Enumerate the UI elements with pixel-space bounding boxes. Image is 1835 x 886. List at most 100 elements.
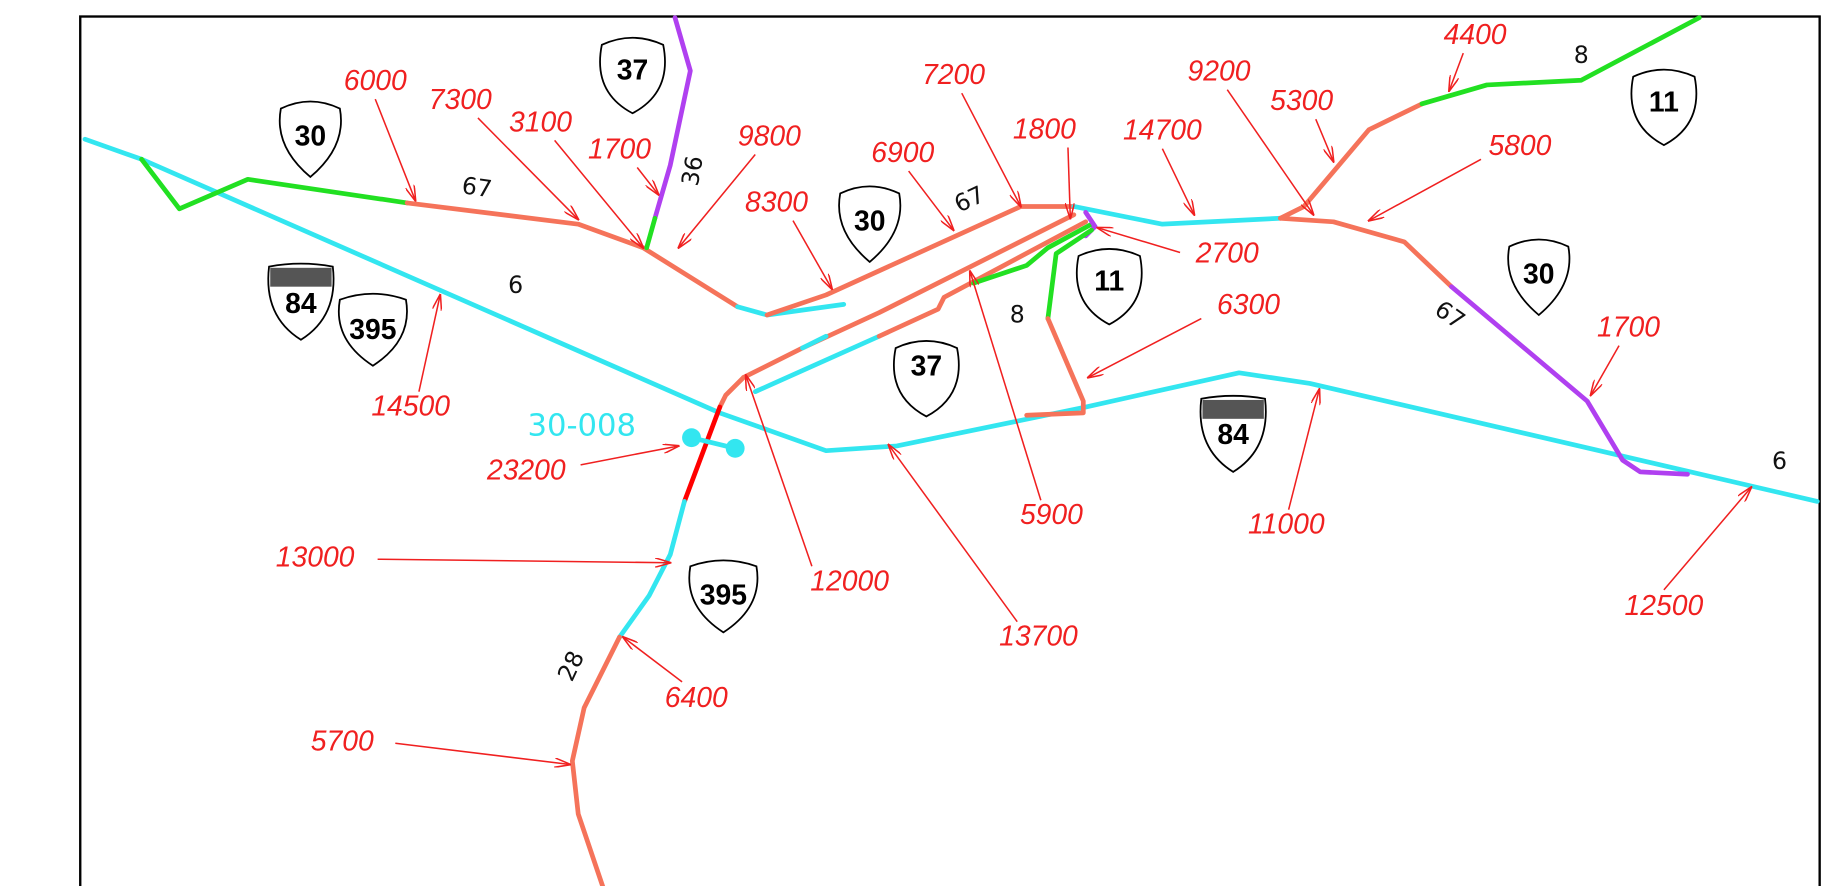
road	[1071, 204, 1283, 227]
state-shield	[1075, 248, 1143, 326]
shield-number: 37	[617, 53, 648, 85]
road	[617, 499, 687, 640]
arrow	[970, 271, 1042, 501]
arrow	[1068, 147, 1070, 218]
station-label: 30-008	[527, 409, 636, 444]
arrow	[580, 446, 679, 466]
volume: 13700	[999, 620, 1078, 652]
volume: 6300	[1217, 288, 1280, 320]
road	[644, 215, 658, 251]
volume: 11000	[1248, 508, 1325, 540]
volume: 12500	[1625, 589, 1704, 621]
road	[1024, 316, 1086, 418]
volume: 3100	[509, 105, 572, 137]
arrow	[1449, 52, 1464, 91]
route-label: 67	[460, 171, 494, 203]
station-dot	[725, 438, 745, 458]
road	[971, 221, 1094, 286]
volume: 1700	[1597, 311, 1660, 343]
volume: 5300	[1270, 84, 1333, 116]
arrow	[1226, 89, 1313, 215]
arrow	[1369, 158, 1482, 220]
road	[717, 375, 746, 410]
arrow	[792, 220, 832, 289]
arrow	[961, 92, 1021, 206]
arrow	[1663, 487, 1751, 591]
station-dot	[682, 428, 701, 448]
state-shield	[892, 340, 960, 418]
map-frame	[79, 15, 1821, 886]
arrow	[374, 98, 415, 200]
volume: 4400	[1444, 18, 1507, 50]
volume: 14500	[371, 390, 450, 422]
shield-number: 30	[1523, 258, 1554, 290]
arrow	[1287, 389, 1320, 510]
interstate-band	[1202, 399, 1264, 419]
shield-number: 395	[700, 578, 747, 610]
shield-number: 37	[911, 350, 942, 382]
road	[741, 212, 1077, 380]
arrow	[554, 139, 644, 247]
volume: 2700	[1195, 236, 1259, 268]
road	[876, 219, 1089, 339]
roads	[82, 15, 1820, 886]
arrow	[1315, 118, 1334, 161]
route-label: 28	[552, 646, 590, 685]
state-shield	[1630, 68, 1698, 147]
shield-number: 30	[295, 120, 326, 152]
road	[404, 200, 740, 310]
road	[1278, 101, 1425, 221]
volume: 5900	[1020, 498, 1083, 530]
state-shield	[599, 36, 666, 115]
arrow	[1097, 228, 1181, 254]
route-label: 8	[1574, 41, 1589, 69]
volume: 1700	[588, 132, 651, 164]
volume: 14700	[1123, 114, 1202, 146]
road	[652, 15, 693, 221]
route-label: 67	[950, 180, 989, 218]
arrow	[746, 375, 813, 567]
road	[800, 333, 829, 351]
arrow	[636, 167, 658, 195]
road	[569, 634, 622, 886]
route-label: 67	[1430, 295, 1471, 335]
arrow	[395, 742, 570, 764]
shield-number: 11	[1094, 265, 1124, 297]
volume: 5700	[311, 725, 374, 757]
arrow	[908, 170, 954, 230]
station-marker	[682, 428, 745, 458]
arrow	[679, 154, 756, 248]
arrow	[418, 295, 440, 392]
road	[752, 333, 882, 395]
volume: 6000	[344, 64, 407, 96]
route-label: 36	[676, 154, 709, 188]
shield-number: 30	[854, 204, 885, 236]
arrow	[1161, 148, 1194, 215]
volume: 6900	[871, 136, 934, 168]
volume: 1800	[1013, 112, 1076, 144]
shield-number: 84	[1217, 418, 1249, 450]
road	[764, 204, 1077, 318]
road	[1419, 15, 1702, 107]
volume: 7200	[922, 58, 985, 90]
volume: 8300	[745, 186, 808, 218]
arrow	[377, 559, 671, 563]
volume: 13000	[276, 541, 355, 573]
road	[139, 156, 410, 212]
road	[682, 404, 723, 504]
arrow	[623, 637, 683, 683]
road	[1449, 284, 1690, 477]
volume: 12000	[810, 564, 889, 596]
arrow	[889, 445, 1018, 623]
road	[1278, 215, 1454, 290]
arrow	[477, 117, 578, 219]
us-shield	[278, 100, 342, 179]
route-label: 8	[1010, 301, 1025, 329]
arrow	[1088, 317, 1202, 378]
volume: 9800	[738, 120, 801, 152]
volume: 5800	[1488, 129, 1551, 161]
volume-labels: 6000 7300 3100 1700 9800 8300 6900 7200 …	[276, 18, 1704, 757]
us-shield	[1507, 238, 1571, 317]
shield-number: 395	[349, 313, 396, 345]
